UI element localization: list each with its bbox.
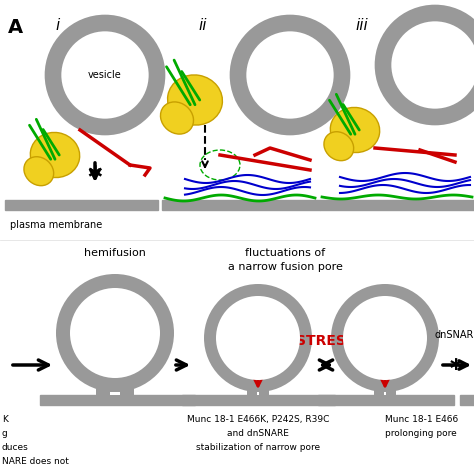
Text: iii: iii [355,18,368,33]
Text: ∗: ∗ [86,163,104,183]
Bar [182,395,335,405]
Ellipse shape [161,102,193,134]
Circle shape [204,284,312,392]
Text: hemifusion: hemifusion [84,248,146,258]
Bar [40,395,195,405]
Text: NARE does not: NARE does not [2,457,69,466]
Bar [384,392,386,395]
Text: Munc 18-1 E466: Munc 18-1 E466 [385,415,458,424]
Text: STRESS: STRESS [296,334,356,348]
Bar [162,200,320,210]
Text: Munc 18-1 E466K, P242S, R39C: Munc 18-1 E466K, P242S, R39C [187,415,329,424]
Ellipse shape [30,132,80,178]
Text: A: A [8,18,23,37]
Bar [318,395,454,405]
Text: prolonging pore: prolonging pore [385,429,457,438]
Bar [257,392,259,395]
Text: K: K [2,415,8,424]
Circle shape [216,296,300,380]
Bar [5,200,158,210]
Text: and dnSNARE: and dnSNARE [227,429,289,438]
Text: a narrow fusion pore: a narrow fusion pore [228,262,342,272]
Ellipse shape [324,132,354,161]
Text: ii: ii [198,18,207,33]
Circle shape [343,296,427,380]
Text: stabilization of narrow pore: stabilization of narrow pore [196,443,320,452]
Bar [247,380,269,395]
Circle shape [70,288,160,378]
Text: i: i [55,18,59,33]
Text: fluctuations of: fluctuations of [245,248,325,258]
Text: ∗: ∗ [448,356,464,374]
Circle shape [331,284,439,392]
Text: g: g [2,429,8,438]
Text: dnSNARE: dnSNARE [435,330,474,340]
Bar [96,378,134,395]
Bar [460,395,474,405]
Bar [110,392,120,395]
Bar [374,380,396,395]
Text: duces: duces [2,443,29,452]
Bar [320,200,474,210]
Ellipse shape [330,108,380,153]
Circle shape [56,274,174,392]
Ellipse shape [24,157,54,186]
Text: plasma membrane: plasma membrane [10,220,102,230]
Text: vesicle: vesicle [88,70,122,80]
Ellipse shape [168,75,222,125]
